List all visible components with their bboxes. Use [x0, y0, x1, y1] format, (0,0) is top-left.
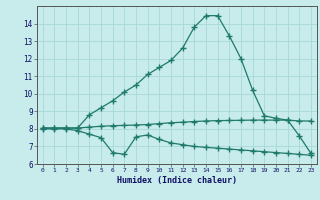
X-axis label: Humidex (Indice chaleur): Humidex (Indice chaleur)	[117, 176, 237, 185]
